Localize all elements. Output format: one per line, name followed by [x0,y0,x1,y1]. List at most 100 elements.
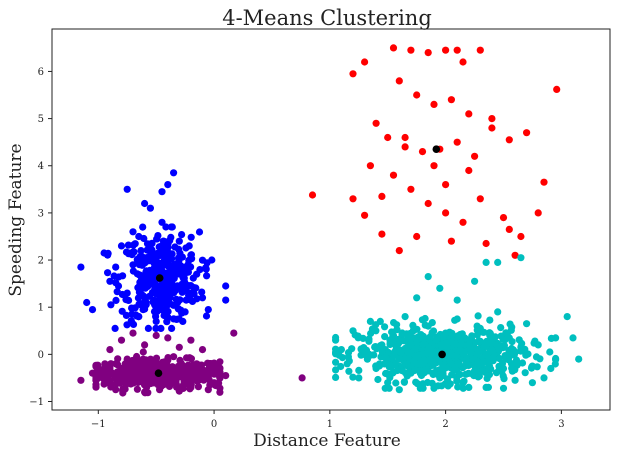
x-tick-label: 0 [211,419,217,430]
data-point [407,369,415,377]
data-point [222,372,230,380]
data-point [332,373,340,381]
data-point [129,228,137,236]
data-point [176,249,184,257]
data-point [508,364,516,372]
y-tick-label: 1 [38,303,44,314]
data-point [474,312,482,320]
x-tick-label: 3 [558,419,564,430]
data-point [407,46,415,54]
data-point [424,273,432,281]
data-point [471,344,479,352]
data-point [446,380,454,388]
data-point [187,263,195,271]
data-point [425,343,433,351]
data-point [517,343,525,351]
data-point [361,350,369,358]
data-point [180,277,188,285]
data-point [436,284,444,292]
data-point [167,233,175,241]
data-point [152,317,160,325]
data-point [494,308,502,316]
data-point [131,240,139,248]
data-point [208,256,216,264]
data-point [517,232,525,241]
data-point [453,138,461,146]
data-point [343,360,351,368]
data-point [175,255,183,263]
data-point [152,331,160,340]
data-point [494,258,502,266]
data-point [164,272,172,280]
data-point [459,379,467,387]
data-point [135,313,143,321]
data-point [441,380,449,388]
data-point [129,261,137,269]
centroid-point [155,274,164,282]
data-point [453,315,461,323]
data-point [436,374,444,382]
plot-area-frame [51,28,611,411]
data-point [127,317,135,325]
data-point [170,367,178,375]
data-point [152,256,160,264]
data-point [442,329,450,337]
data-point [370,351,378,359]
data-point [118,307,126,315]
data-point [437,341,445,349]
data-point [176,356,184,364]
data-point [332,366,340,374]
data-point [395,247,403,255]
data-point [112,263,120,271]
x-axis-ticks: −1 0 1 2 3 [91,410,565,430]
data-point [106,346,114,354]
data-point [158,218,166,226]
data-point [204,386,212,394]
data-point [569,334,577,342]
data-point [128,251,136,259]
data-point [187,233,195,241]
data-point [133,270,141,278]
data-point [488,115,496,123]
data-point [137,247,145,255]
data-point [429,361,437,369]
data-point [163,318,171,326]
data-point [505,136,513,144]
x-tick-label: 1 [327,419,333,430]
data-point [413,294,421,302]
data-point [460,348,468,356]
data-point [133,385,141,393]
data-point [129,376,137,384]
data-point [230,329,238,337]
data-point [141,388,149,396]
data-point [459,58,467,66]
data-point [135,367,143,375]
data-point [157,244,166,252]
data-point [135,300,143,308]
data-point [424,199,432,208]
data-point [418,383,427,391]
y-tick-label: −1 [29,397,44,408]
data-point [390,352,398,360]
data-point [404,335,412,343]
data-point [401,143,409,151]
centroid-point [432,145,441,153]
data-point [114,282,123,290]
data-point [187,355,195,363]
data-point [164,334,172,342]
data-point [174,269,182,277]
data-point [139,348,147,356]
data-point [349,70,357,78]
data-point [424,378,432,387]
data-point [134,294,142,302]
data-point [471,152,479,160]
data-point [523,129,531,137]
data-point [430,369,438,378]
data-point [179,317,187,325]
data-point [344,353,352,361]
data-point [553,85,561,93]
data-point [355,366,363,374]
data-point [378,192,386,200]
data-point [499,364,508,373]
data-point [430,350,438,358]
